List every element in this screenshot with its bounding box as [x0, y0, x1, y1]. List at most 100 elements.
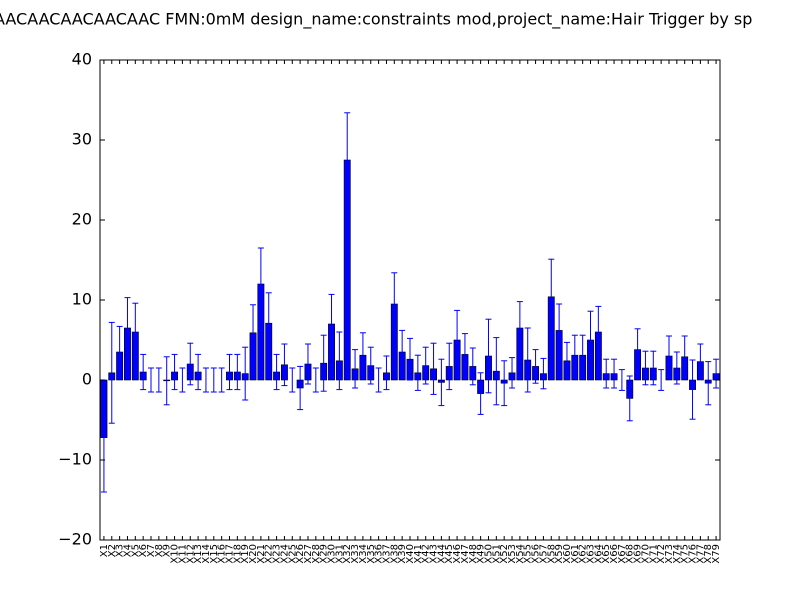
error-bar	[344, 112, 351, 208]
error-bar	[375, 367, 382, 393]
error-bar	[438, 358, 445, 407]
error-bar	[540, 357, 547, 390]
x-tick-label: X36	[374, 544, 385, 564]
x-tick-label: X8	[154, 544, 165, 557]
y-tick-label: −10	[58, 450, 92, 469]
error-bar	[124, 297, 131, 359]
error-bar	[179, 367, 186, 393]
x-tick-label: X22	[264, 544, 275, 564]
error-bar	[461, 333, 468, 376]
x-tick-label: X39	[397, 544, 408, 564]
x-tick-label: X13	[193, 544, 204, 564]
error-bar	[359, 332, 366, 379]
error-bar	[501, 360, 508, 407]
x-tick-label: X27	[303, 544, 314, 564]
error-bar	[571, 334, 578, 376]
error-bar	[210, 367, 217, 393]
x-tick-label: X52	[499, 544, 510, 564]
x-tick-label: X51	[491, 544, 502, 564]
x-tick-label: X20	[248, 544, 259, 564]
error-bar	[673, 351, 680, 385]
error-bar	[658, 369, 665, 391]
error-bar	[265, 292, 272, 355]
error-bar	[689, 359, 696, 420]
error-bar	[430, 342, 437, 395]
x-tick-label: X11	[177, 544, 188, 564]
error-bar	[171, 353, 178, 391]
x-tick-label: X69	[633, 544, 644, 564]
error-bar	[116, 325, 123, 379]
x-tick-label: X44	[436, 544, 447, 564]
error-bar	[485, 318, 492, 394]
x-tick-label: X78	[703, 544, 714, 564]
error-bar	[383, 355, 390, 391]
error-bar	[524, 327, 531, 393]
error-bar	[250, 304, 257, 362]
error-bar	[509, 357, 516, 389]
x-tick-label: X35	[366, 544, 377, 564]
error-bar	[273, 353, 280, 391]
x-tick-label: X37	[381, 544, 392, 564]
x-tick-label: X38	[389, 544, 400, 564]
error-bar	[100, 382, 107, 493]
x-tick-label: X17	[224, 544, 235, 564]
error-bar	[336, 331, 343, 391]
x-tick-label: X9	[162, 544, 173, 557]
x-tick-label: X12	[185, 544, 196, 564]
x-tick-label: X56	[531, 544, 542, 564]
error-bar	[446, 342, 453, 391]
error-bar	[516, 301, 523, 355]
x-tick-label: X32	[342, 544, 353, 564]
y-tick-label: 40	[72, 50, 92, 69]
x-tick-label: X62	[578, 544, 589, 564]
x-tick-label: X45	[444, 544, 455, 564]
x-tick-label: X40	[405, 544, 416, 564]
error-bar	[297, 365, 304, 411]
error-bar	[226, 353, 233, 391]
error-bar	[563, 341, 570, 380]
x-tick-label: X73	[664, 544, 675, 564]
x-tick-label: X65	[601, 544, 612, 564]
x-tick-label: X58	[546, 544, 557, 564]
error-bar	[532, 349, 539, 384]
x-tick-label: X28	[311, 544, 322, 564]
error-bar	[234, 353, 241, 391]
y-tick-label: 10	[72, 290, 92, 309]
error-bar	[202, 367, 209, 393]
x-tick-label: X76	[688, 544, 699, 564]
error-bar	[304, 343, 311, 385]
error-bar	[595, 305, 602, 359]
x-tick-label: X4	[122, 544, 133, 557]
y-tick-label: 30	[72, 130, 92, 149]
error-bar	[187, 342, 194, 386]
x-tick-label: X66	[609, 544, 620, 564]
x-tick-label: X42	[421, 544, 432, 564]
x-tick-label: X7	[146, 544, 157, 557]
x-tick-label: X29	[319, 544, 330, 564]
x-tick-label: X63	[586, 544, 597, 564]
x-tick-label: X30	[327, 544, 338, 564]
x-tick-label: X10	[170, 544, 181, 564]
error-bar	[634, 328, 641, 371]
error-bar	[289, 367, 296, 393]
x-tick-label: X57	[538, 544, 549, 564]
error-bar	[587, 310, 594, 370]
x-tick-label: X1	[99, 544, 110, 557]
error-bar	[642, 350, 649, 386]
x-tick-label: X19	[240, 544, 251, 564]
error-bar	[218, 367, 225, 393]
error-bar	[548, 258, 555, 335]
error-bar	[108, 321, 115, 424]
error-bar	[195, 353, 202, 391]
error-bar	[163, 356, 170, 406]
error-bar	[328, 293, 335, 355]
x-tick-label: X47	[460, 544, 471, 564]
x-tick-label: X46	[452, 544, 463, 564]
error-bar	[681, 335, 688, 379]
x-tick-label: X5	[130, 544, 141, 557]
x-tick-label: X72	[656, 544, 667, 564]
x-tick-label: X54	[515, 544, 526, 564]
x-tick-label: X50	[483, 544, 494, 564]
error-bar	[603, 358, 610, 389]
error-bar	[132, 302, 139, 362]
